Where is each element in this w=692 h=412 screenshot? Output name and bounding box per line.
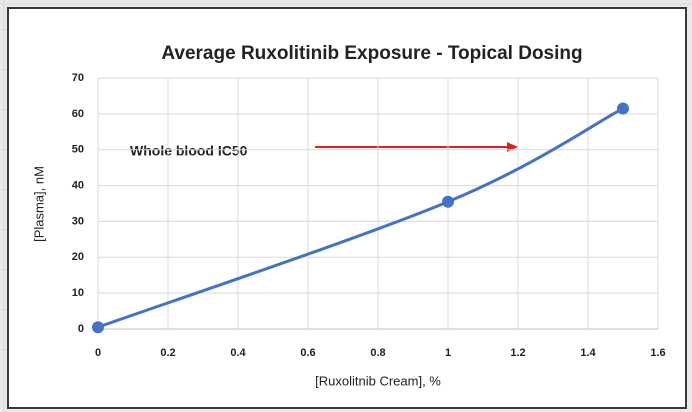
chart-frame	[7, 7, 687, 409]
x-tick-label: 0.4	[230, 347, 246, 359]
x-tick-label: 0.2	[160, 347, 175, 359]
y-axis-label: [Plasma], nM	[31, 166, 46, 242]
y-tick-label: 70	[72, 72, 84, 84]
data-point	[442, 195, 454, 208]
y-tick-label: 0	[78, 323, 84, 335]
data-point	[92, 321, 104, 334]
x-tick-label: 1.4	[580, 347, 596, 359]
y-tick-label: 50	[72, 144, 84, 156]
x-tick-label: 1	[445, 347, 451, 359]
x-tick-label: 0.8	[370, 347, 385, 359]
x-tick-label: 0.6	[300, 347, 315, 359]
y-tick-label: 30	[72, 215, 84, 227]
x-tick-label: 1.6	[650, 347, 665, 359]
x-axis-label: [Ruxolitnib Cream], %	[315, 373, 441, 388]
x-tick-label: 0	[95, 347, 101, 359]
y-tick-label: 20	[72, 251, 84, 263]
y-tick-label: 60	[72, 108, 84, 120]
annotation: Whole blood IC50	[130, 143, 248, 159]
chart-title: Average Ruxolitinib Exposure - Topical D…	[161, 43, 582, 64]
x-tick-label: 1.2	[510, 347, 525, 359]
y-tick-label: 40	[72, 179, 84, 191]
series-line	[97, 107, 624, 329]
y-tick-label: 10	[72, 287, 84, 299]
data-point	[617, 102, 629, 115]
